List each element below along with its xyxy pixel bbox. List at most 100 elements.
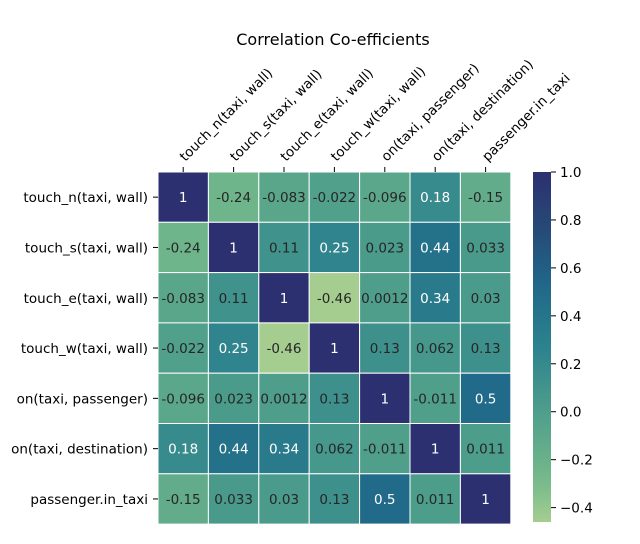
colorbar-tick-label: 0.6 xyxy=(560,261,581,277)
cell-value-label: 0.44 xyxy=(420,240,450,256)
heatmap-cell xyxy=(207,423,260,475)
heatmap-cell xyxy=(359,272,411,324)
cell-value-label: -0.24 xyxy=(216,190,251,206)
row-label: touch_s(taxi, wall) xyxy=(25,240,148,256)
cell-value-label: -0.15 xyxy=(166,492,201,508)
column-label: touch_w(taxi, wall) xyxy=(328,64,429,165)
column-label: touch_e(taxi, wall) xyxy=(278,66,377,165)
heatmap-cell xyxy=(157,322,209,374)
colorbar-tick-label: −0.4 xyxy=(560,501,593,517)
heatmap-cell xyxy=(258,272,310,324)
heatmap-cell xyxy=(157,171,209,223)
cell-value-label: 0.34 xyxy=(269,442,299,458)
heatmap-cell xyxy=(258,473,310,525)
colorbar: 1.0 0.8 0.6 0.4 0.2 0.0 −0.2 −0.4 xyxy=(533,165,593,522)
cell-value-label: 0.033 xyxy=(214,492,253,508)
cell-value-label: 1 xyxy=(381,391,390,407)
cell-value-label: 0.062 xyxy=(416,341,455,357)
cell-value-label: 1 xyxy=(179,190,188,206)
colorbar-gradient xyxy=(533,172,551,522)
cell-value-label: 0.13 xyxy=(319,391,349,407)
cell-value-label: 0.44 xyxy=(219,442,249,458)
cell-value-label: 0.13 xyxy=(370,341,400,357)
cell-value-label: 0.5 xyxy=(374,492,395,508)
cell-value-label: -0.46 xyxy=(267,341,302,357)
heatmap-cell xyxy=(459,322,512,374)
heatmap-cell xyxy=(157,372,209,425)
cell-value-label: -0.022 xyxy=(161,341,205,357)
cell-value-label: 1 xyxy=(330,341,339,357)
cell-value-label: 0.25 xyxy=(319,240,349,256)
colorbar-tick-label: 1.0 xyxy=(560,165,581,181)
cell-value-label: -0.011 xyxy=(413,391,457,407)
cell-value-label: -0.15 xyxy=(468,190,503,206)
heatmap-cell xyxy=(207,272,260,324)
cell-value-label: -0.46 xyxy=(317,291,352,307)
cell-value-label: 1 xyxy=(280,291,289,307)
colorbar-tick-label: 0.2 xyxy=(560,357,581,373)
heatmap-cells: 1 -0.24 -0.083 -0.022 -0.096 0.18 -0.15 -0.24 1 0… xyxy=(157,171,512,525)
column-label: passenger.in_taxi xyxy=(479,70,573,164)
heatmap-cell xyxy=(308,272,361,324)
heatmap-cell xyxy=(359,221,411,274)
row-label: touch_e(taxi, wall) xyxy=(24,291,148,307)
column-labels: touch_n(taxi, wall)touch_s(taxi, wall)to… xyxy=(177,57,574,172)
column-label: on(taxi, passenger) xyxy=(378,61,482,165)
cell-value-label: 1 xyxy=(431,442,440,458)
row-label: on(taxi, destination) xyxy=(11,442,148,458)
heatmap-cell xyxy=(308,423,361,475)
row-labels: touch_n(taxi, wall) touch_s(taxi, wall) to… xyxy=(11,190,158,508)
cell-value-label: 0.18 xyxy=(168,442,198,458)
heatmap-cell xyxy=(409,272,461,324)
heatmap-cell xyxy=(459,423,512,475)
cell-value-label: 0.34 xyxy=(420,291,450,307)
heatmap-cell xyxy=(207,171,260,223)
column-label: touch_s(taxi, wall) xyxy=(227,66,325,164)
heatmap-cell xyxy=(157,473,209,525)
cell-value-label: 1 xyxy=(481,492,490,508)
row-label: on(taxi, passenger) xyxy=(17,391,148,407)
cell-value-label: -0.083 xyxy=(161,291,205,307)
cell-value-label: 0.0012 xyxy=(260,391,307,407)
row-label: touch_w(taxi, wall) xyxy=(21,341,148,357)
cell-value-label: -0.24 xyxy=(166,240,201,256)
chart-title: Correlation Co-efficients xyxy=(236,30,430,49)
cell-value-label: 0.023 xyxy=(365,240,404,256)
heatmap-cell xyxy=(258,221,310,274)
row-label: passenger.in_taxi xyxy=(30,492,148,508)
cell-value-label: 0.011 xyxy=(466,442,505,458)
cell-value-label: -0.096 xyxy=(363,190,407,206)
cell-value-label: 0.13 xyxy=(471,341,501,357)
heatmap-cell xyxy=(409,171,461,223)
cell-value-label: -0.022 xyxy=(313,190,357,206)
row-label: touch_n(taxi, wall) xyxy=(23,190,148,206)
cell-value-label: 0.25 xyxy=(219,341,249,357)
cell-value-label: 0.03 xyxy=(269,492,299,508)
heatmap-cell xyxy=(409,473,461,525)
cell-value-label: 0.11 xyxy=(269,240,299,256)
cell-value-label: -0.083 xyxy=(262,190,306,206)
column-label: touch_n(taxi, wall) xyxy=(177,65,276,164)
cell-value-label: 0.011 xyxy=(416,492,455,508)
cell-value-label: 0.033 xyxy=(466,240,505,256)
cell-value-label: 0.062 xyxy=(315,442,354,458)
heatmap-cell xyxy=(207,322,260,374)
heatmap-cell xyxy=(359,473,411,525)
heatmap-cell xyxy=(157,423,209,475)
cell-value-label: 0.13 xyxy=(319,492,349,508)
colorbar-tick-label: −0.2 xyxy=(560,453,593,469)
heatmap-cell xyxy=(459,221,512,274)
heatmap-cell xyxy=(459,272,512,324)
colorbar-tick-label: 0.8 xyxy=(560,213,581,229)
heatmap-cell xyxy=(258,372,310,425)
cell-value-label: 0.0012 xyxy=(361,291,408,307)
heatmap-cell xyxy=(308,473,361,525)
heatmap-cell xyxy=(359,423,411,475)
cell-value-label: 0.023 xyxy=(214,391,253,407)
heatmap-cell xyxy=(409,322,461,374)
cell-value-label: -0.096 xyxy=(161,391,205,407)
cell-value-label: 0.18 xyxy=(420,190,450,206)
cell-value-label: 0.11 xyxy=(219,291,249,307)
colorbar-tick-label: 0.4 xyxy=(560,309,581,325)
